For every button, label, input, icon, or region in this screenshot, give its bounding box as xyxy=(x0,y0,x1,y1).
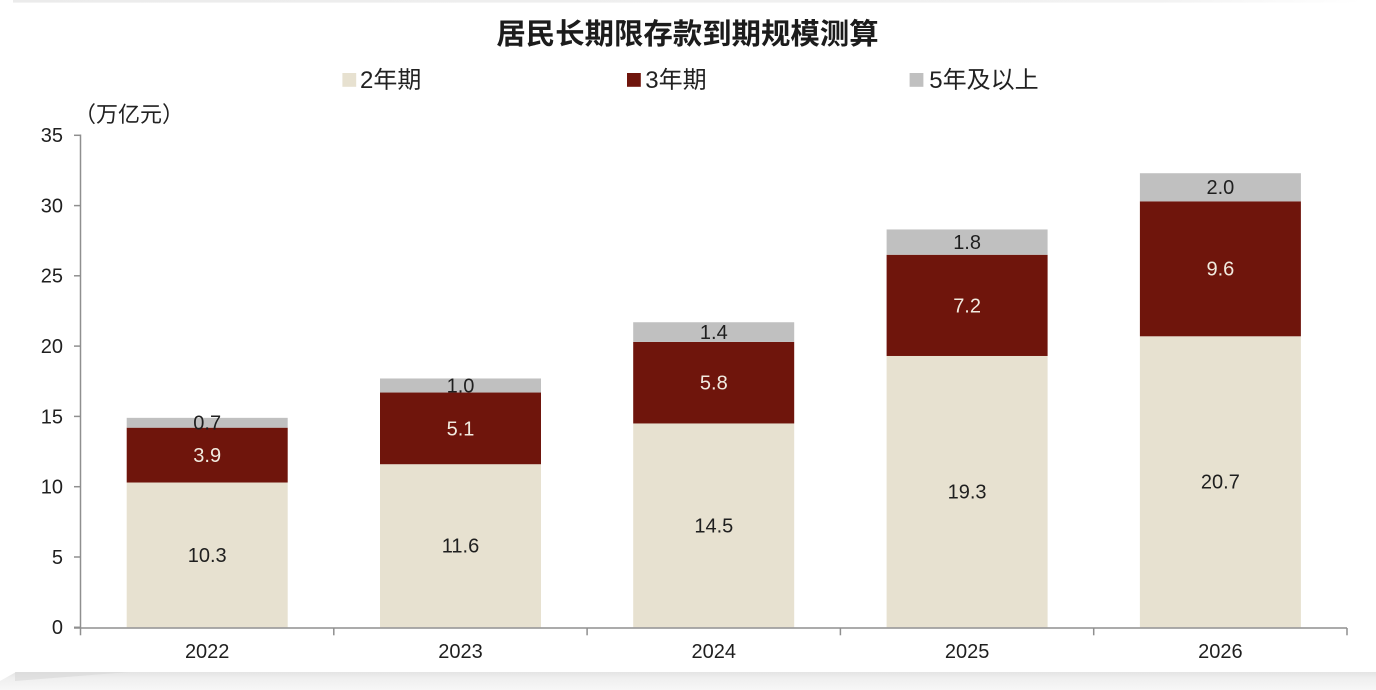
svg-text:1.4: 1.4 xyxy=(700,322,728,344)
svg-text:0: 0 xyxy=(52,617,63,639)
svg-text:2: 2 xyxy=(360,67,373,94)
svg-text:2024: 2024 xyxy=(692,641,737,663)
svg-text:5.1: 5.1 xyxy=(447,418,475,440)
svg-text:25: 25 xyxy=(41,266,63,288)
svg-text:2026: 2026 xyxy=(1198,641,1243,663)
svg-text:14.5: 14.5 xyxy=(694,515,733,537)
svg-text:3: 3 xyxy=(645,67,658,94)
svg-text:3.9: 3.9 xyxy=(193,445,221,467)
svg-text:20: 20 xyxy=(41,336,63,358)
svg-text:7.2: 7.2 xyxy=(953,295,981,317)
svg-text:11.6: 11.6 xyxy=(442,536,479,558)
svg-text:19.3: 19.3 xyxy=(948,482,987,504)
svg-text:10.3: 10.3 xyxy=(188,545,227,567)
svg-text:5: 5 xyxy=(52,547,63,569)
svg-text:35: 35 xyxy=(41,125,63,147)
svg-text:1.8: 1.8 xyxy=(953,232,981,254)
svg-text:30: 30 xyxy=(41,196,63,218)
svg-text:2023: 2023 xyxy=(438,641,483,663)
svg-text:2022: 2022 xyxy=(185,641,230,663)
svg-text:10: 10 xyxy=(41,477,63,499)
svg-text:20.7: 20.7 xyxy=(1201,472,1240,494)
svg-text:2025: 2025 xyxy=(945,641,990,663)
svg-text:5: 5 xyxy=(929,67,942,94)
svg-text:5.8: 5.8 xyxy=(700,373,728,395)
svg-text:2.0: 2.0 xyxy=(1206,177,1234,199)
svg-text:9.6: 9.6 xyxy=(1206,259,1234,281)
svg-text:0.7: 0.7 xyxy=(193,413,221,435)
svg-text:15: 15 xyxy=(41,406,63,428)
svg-text:1.0: 1.0 xyxy=(447,375,475,397)
